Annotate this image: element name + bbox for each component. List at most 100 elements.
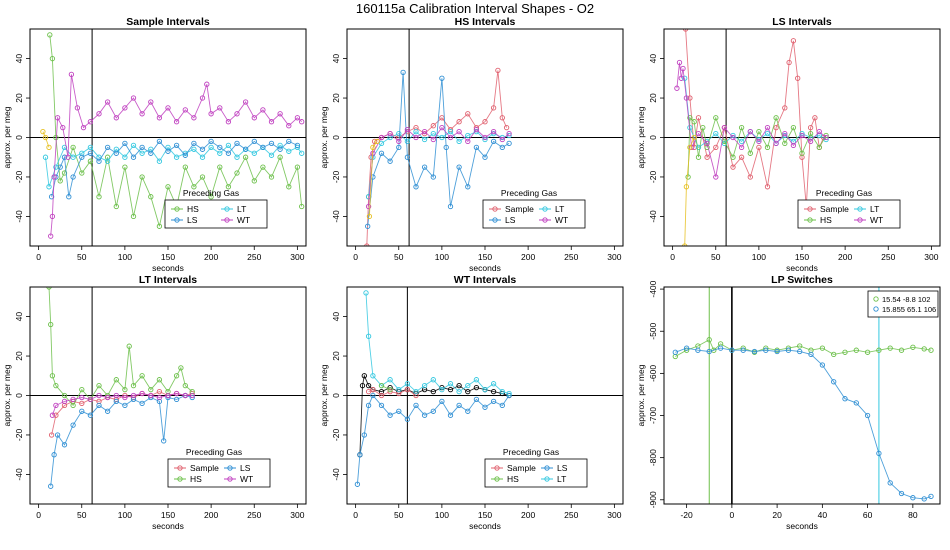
data-point [208, 111, 214, 117]
data-point [165, 144, 171, 151]
x-tick-label: 0 [730, 510, 735, 520]
data-point [797, 343, 803, 349]
data-point [910, 344, 916, 350]
data-point [456, 138, 462, 145]
x-tick-label: 300 [607, 510, 621, 520]
data-point [130, 142, 137, 149]
y-tick-label: -40 [14, 468, 24, 481]
data-point [165, 184, 171, 190]
x-tick-label: 50 [77, 510, 87, 520]
data-point [66, 194, 72, 200]
data-point [490, 381, 497, 387]
data-point [294, 115, 301, 121]
legend-swatch-point [807, 206, 813, 212]
data-point [473, 377, 480, 383]
data-point [365, 223, 371, 229]
data-point [876, 450, 882, 457]
legend-label: 15.855 65.1 106 [882, 305, 936, 314]
panel-title: Sample Intervals [126, 16, 210, 28]
data-point [921, 496, 927, 502]
data-point [234, 111, 240, 117]
legend-swatch-point [174, 217, 180, 223]
series-ls [365, 69, 512, 229]
data-point [747, 128, 753, 135]
data-area [40, 32, 305, 239]
data-point [104, 408, 111, 414]
data-point [413, 392, 419, 399]
data-point [61, 392, 68, 399]
data-point [695, 130, 702, 137]
data-point [182, 152, 188, 158]
x-tick-label: 150 [478, 252, 492, 262]
data-point [490, 105, 497, 111]
panel-lp: LP Switches -20 0 20 40 60 80 -400 -500 -600 -700 -… [636, 274, 941, 531]
data-point [799, 132, 805, 139]
data-point [61, 170, 68, 176]
data-point [421, 164, 428, 170]
data-point [421, 136, 428, 143]
data-point [277, 154, 283, 160]
data-point [764, 124, 771, 131]
data-point [359, 382, 366, 389]
data-point [713, 174, 719, 180]
data-point [299, 119, 305, 125]
series-line [684, 137, 695, 246]
data-point [456, 382, 462, 389]
data-point [439, 124, 445, 131]
legend: Preceding Gas HS LT LS WT [164, 188, 268, 229]
data-point [242, 99, 249, 105]
data-point [447, 412, 454, 418]
legend-swatch-point [224, 217, 230, 223]
data-point [234, 140, 240, 147]
data-point [738, 154, 745, 160]
data-point [756, 128, 762, 135]
data-point [54, 432, 61, 438]
data-point [378, 392, 385, 399]
data-point [795, 75, 801, 81]
data-point [47, 32, 53, 38]
data-point [357, 452, 363, 458]
data-point [189, 392, 195, 399]
data-point [465, 382, 471, 389]
data-point [277, 142, 283, 149]
data-point [87, 119, 94, 125]
series-ls [48, 138, 301, 200]
series-line [51, 393, 193, 416]
data-point [482, 134, 488, 141]
data-point [764, 144, 771, 151]
legend-label: Sample [505, 204, 534, 214]
data-point [774, 348, 780, 355]
legend-swatch-point [857, 217, 863, 223]
data-point [225, 119, 232, 125]
x-tick-label: 300 [607, 252, 621, 262]
x-tick-label: 250 [564, 510, 578, 520]
data-point [465, 388, 471, 395]
data-point [864, 349, 871, 355]
x-tick-label: 200 [204, 252, 218, 262]
data-point [48, 321, 54, 328]
data-point [404, 386, 411, 393]
legend-label: HS [507, 474, 519, 484]
x-tick-label: 150 [161, 252, 175, 262]
data-point [421, 412, 428, 418]
data-point [400, 69, 406, 76]
data-point [756, 138, 762, 145]
data-point [700, 124, 706, 131]
data-point [713, 115, 719, 121]
legend-title: Preceding Gas [186, 447, 242, 457]
legend-box [484, 458, 588, 488]
data-point [378, 382, 385, 389]
data-point [683, 184, 690, 190]
data-point [40, 128, 46, 135]
data-point [363, 290, 369, 296]
data-point [713, 130, 719, 137]
legend-label: Sample [190, 463, 219, 473]
data-point [191, 115, 197, 121]
data-point [680, 65, 686, 72]
data-point [48, 194, 55, 200]
data-point [506, 140, 512, 147]
data-point [191, 140, 197, 147]
data-point [130, 382, 137, 389]
data-point [499, 115, 505, 121]
